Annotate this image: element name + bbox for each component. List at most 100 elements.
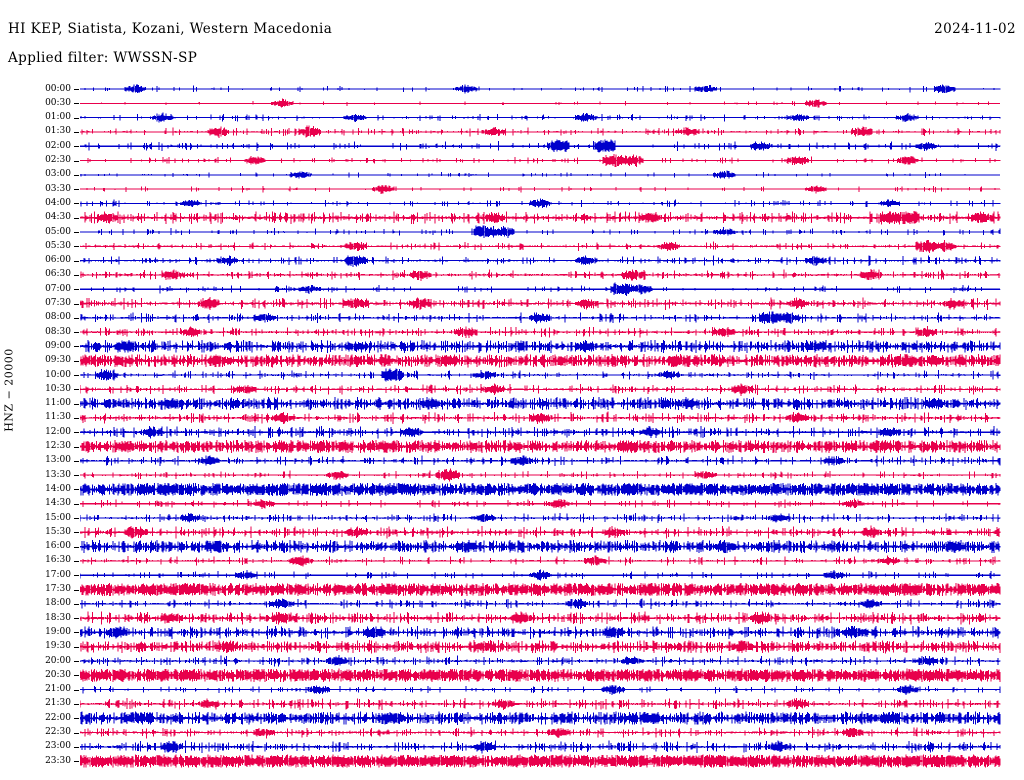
time-label: 07:00 [45,283,71,294]
time-label: 13:30 [45,469,71,480]
axis-tick [74,174,79,176]
trace-waveform [100,98,990,108]
trace-waveform [80,498,1001,509]
time-label: 17:30 [45,584,71,594]
time-label: 22:30 [45,727,71,737]
time-label: 00:00 [45,83,71,94]
trace-waveform [80,555,1001,567]
trace-waveform [80,339,1001,353]
trace-waveform [80,84,1001,94]
axis-tick [74,518,79,519]
axis-tick [74,718,79,720]
time-label: 21:30 [45,698,71,709]
trace-waveform [80,439,1001,454]
trace-waveform [80,582,1001,597]
trace-waveform [80,640,1001,654]
trace-waveform [80,569,1001,581]
trace-waveform [80,170,966,179]
time-label: 09:00 [45,340,71,351]
applied-filter-label: Applied filter: WWSSN-SP [8,50,198,66]
trace-waveform [80,153,1001,167]
time-label: 03:00 [45,169,71,180]
trace-waveform [80,598,1001,610]
axis-tick [74,575,79,577]
time-label: 18:30 [45,612,71,623]
trace-waveform [80,184,1001,194]
trace-waveform [80,482,1001,496]
time-label: 16:30 [45,555,71,566]
trace-waveform [80,211,1001,225]
trace-waveform [80,668,1001,682]
axis-tick [74,146,79,148]
time-label: 09:30 [45,355,71,366]
trace-waveform [80,684,1001,695]
axis-tick [74,375,79,376]
trace-waveform [80,112,1001,123]
axis-tick [74,560,79,562]
trace-waveform [80,525,1001,539]
axis-tick [74,446,79,448]
time-label: 05:30 [45,240,71,251]
axis-tick [74,103,79,105]
axis-tick [74,546,79,548]
time-label: 11:00 [45,398,71,409]
time-label: 12:30 [45,441,71,451]
trace-waveform [80,297,1001,310]
time-label: 19:00 [45,626,71,637]
axis-tick [74,289,79,291]
trace-waveform [80,125,1001,138]
time-label: 00:30 [45,97,71,108]
time-label: 14:30 [45,498,71,509]
axis-tick [74,274,79,276]
time-label: 04:00 [45,197,71,208]
trace-waveform [80,311,1001,325]
axis-tick [74,360,79,362]
axis-tick [74,632,79,634]
axis-tick [74,646,79,648]
time-label: 19:30 [45,641,71,652]
axis-tick [74,232,79,233]
axis-tick [74,417,79,419]
time-label: 13:00 [45,455,71,466]
axis-tick [74,432,79,434]
trace-waveform [80,654,1001,667]
trace-waveform [80,225,1001,239]
axis-tick [74,761,79,763]
time-label: 02:00 [45,140,71,151]
time-label: 10:00 [45,369,71,380]
axis-tick [74,317,79,319]
axis-tick [74,217,79,219]
trace-waveform [80,711,1001,725]
time-label: 03:30 [45,183,71,194]
axis-tick [74,389,79,391]
time-label: 08:00 [45,312,71,323]
trace-waveform [80,239,1001,253]
axis-tick [74,503,79,505]
time-label: 10:30 [45,383,71,394]
time-label: 23:30 [45,755,71,766]
time-label: 12:00 [45,426,71,437]
time-axis-labels: 00:00 00:30 01:00 01:30 02:00 02:30 03:00 03:30… [0,82,80,768]
trace-waveform [80,411,1001,424]
trace-waveform [80,383,1001,396]
time-label: 20:00 [45,655,71,666]
time-label: 08:30 [45,326,71,337]
axis-tick [74,689,79,691]
time-label: 20:30 [45,669,71,680]
trace-waveform [80,282,1001,296]
axis-tick [74,603,79,605]
axis-tick [74,703,79,705]
axis-tick [74,203,79,205]
axis-tick [74,160,79,162]
axis-tick [74,489,79,491]
axis-tick [74,532,79,534]
trace-waveform [80,468,1001,482]
time-label: 15:00 [45,512,71,523]
trace-waveform [80,397,1001,411]
axis-tick [74,475,79,477]
time-label: 06:30 [45,269,71,280]
time-label: 02:30 [45,155,71,165]
trace-waveform [80,139,1001,153]
time-label: 01:00 [45,112,71,123]
